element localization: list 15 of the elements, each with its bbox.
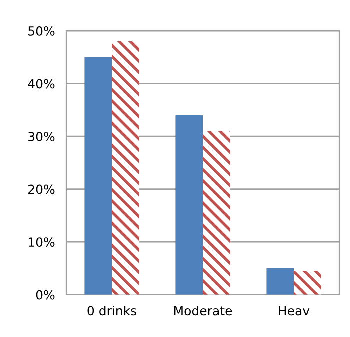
bar <box>266 268 294 295</box>
bar <box>176 115 203 295</box>
y-tick-label: 20% <box>28 184 55 194</box>
y-tick-label: 30% <box>28 132 55 142</box>
y-tick-label: 0% <box>36 290 55 300</box>
bar <box>112 42 140 295</box>
x-tick-label: Heav <box>279 306 310 316</box>
bar <box>84 57 112 295</box>
x-tick-label: Moderate <box>174 306 232 316</box>
bar <box>203 131 230 295</box>
y-tick-label: 50% <box>28 26 55 36</box>
y-tick-label: 40% <box>28 79 55 89</box>
x-tick-label: 0 drinks <box>88 306 136 316</box>
bar <box>294 271 322 295</box>
y-tick-label: 10% <box>28 238 55 248</box>
